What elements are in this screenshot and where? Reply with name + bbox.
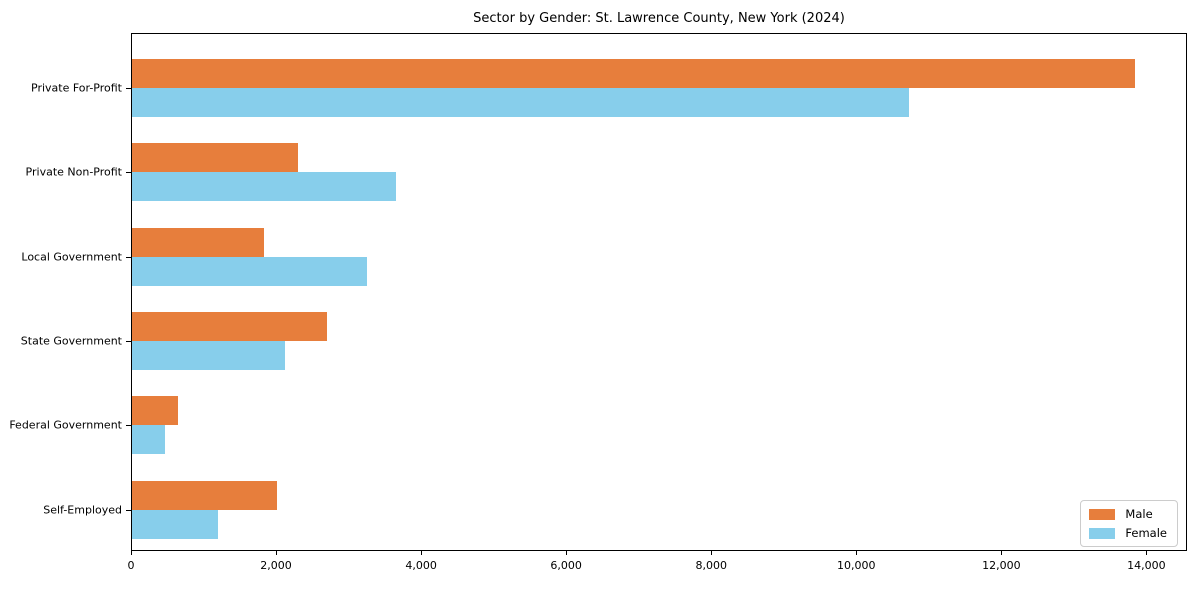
y-tick-label: Private For-Profit	[31, 81, 122, 95]
bar-male-3	[132, 311, 327, 341]
x-tick-label: 2,000	[260, 559, 292, 572]
y-tick-label: State Government	[20, 334, 122, 348]
legend-swatch-icon	[1089, 508, 1116, 520]
y-tick-label: Private Non-Profit	[25, 165, 122, 179]
y-tick-mark	[126, 340, 131, 342]
y-tick-label: Local Government	[21, 250, 122, 264]
bar-female-3	[132, 340, 285, 370]
bar-female-4	[132, 425, 166, 455]
y-tick-mark	[126, 256, 131, 258]
legend: Male Female	[1080, 500, 1178, 547]
x-tick-mark	[131, 551, 132, 555]
y-tick-mark	[126, 88, 131, 89]
x-tick-label: 6,000	[550, 559, 582, 572]
legend-label: Female	[1125, 526, 1167, 540]
legend-item-male: Male	[1089, 507, 1167, 521]
x-tick-label: 14,000	[1127, 559, 1166, 572]
y-tick-mark	[126, 425, 131, 427]
y-tick-label: Self-Employed	[43, 503, 122, 516]
x-tick-mark	[856, 551, 858, 555]
x-tick-mark	[421, 551, 423, 555]
bar-male-1	[132, 143, 299, 173]
plot-area: Male Female	[131, 33, 1187, 551]
x-tick-mark	[1001, 551, 1003, 555]
chart-title: Sector by Gender: St. Lawrence County, N…	[473, 11, 845, 26]
y-tick-label: Federal Government	[9, 418, 122, 432]
x-tick-label: 10,000	[837, 559, 876, 572]
legend-swatch-icon	[1089, 527, 1116, 539]
bar-male-5	[132, 480, 277, 510]
x-tick-mark	[276, 551, 278, 555]
bar-male-0	[132, 59, 1135, 88]
bar-male-4	[132, 396, 178, 426]
x-tick-mark	[566, 551, 568, 555]
legend-label: Male	[1125, 507, 1153, 521]
legend-item-female: Female	[1089, 526, 1167, 540]
x-tick-label: 4,000	[405, 559, 437, 572]
x-tick-label: 12,000	[982, 559, 1021, 572]
bar-female-5	[132, 509, 219, 539]
bar-female-2	[132, 256, 367, 286]
x-tick-label: 8,000	[695, 559, 727, 572]
bar-female-0	[132, 88, 910, 117]
bar-female-1	[132, 172, 397, 202]
x-tick-mark	[1146, 551, 1148, 555]
bar-male-2	[132, 227, 264, 257]
y-tick-mark	[126, 509, 131, 511]
y-tick-mark	[126, 172, 131, 174]
x-tick-mark	[711, 551, 713, 555]
x-tick-label: 0	[127, 559, 135, 572]
